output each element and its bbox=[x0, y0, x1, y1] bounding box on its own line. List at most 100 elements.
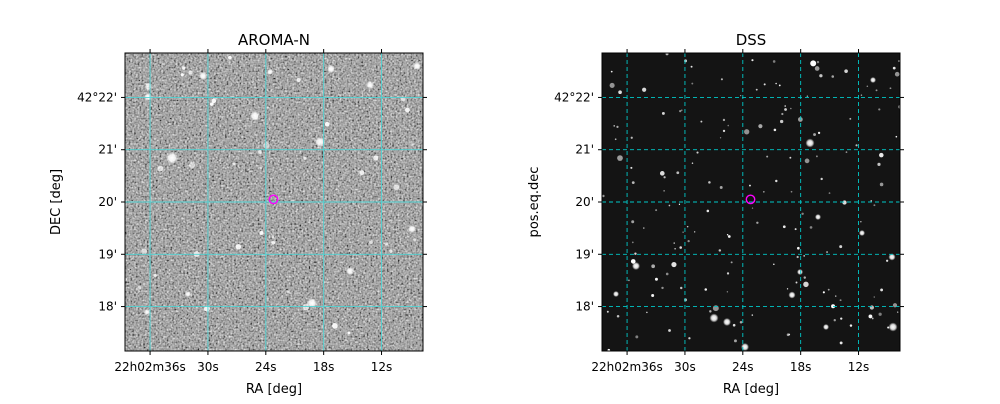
star bbox=[643, 227, 645, 229]
star bbox=[668, 329, 671, 332]
source-blob bbox=[366, 81, 374, 89]
source-blob bbox=[384, 241, 389, 246]
y-tick-label: 18' bbox=[575, 300, 594, 314]
star bbox=[873, 296, 875, 298]
star bbox=[840, 317, 843, 320]
star bbox=[772, 60, 776, 63]
star bbox=[628, 279, 630, 282]
star bbox=[849, 117, 852, 120]
star bbox=[784, 105, 786, 107]
star bbox=[870, 200, 872, 202]
star bbox=[617, 155, 623, 161]
star bbox=[602, 194, 605, 198]
source-blob bbox=[332, 323, 338, 329]
y-axis-label: pos.eq.dec bbox=[527, 167, 542, 238]
y-tick-label: 20' bbox=[98, 195, 117, 209]
star bbox=[665, 272, 669, 276]
y-tick-label: 21' bbox=[98, 143, 117, 157]
source-blob bbox=[359, 170, 365, 176]
star bbox=[756, 221, 759, 224]
star bbox=[786, 288, 789, 290]
source-blob bbox=[258, 150, 262, 154]
star bbox=[827, 288, 830, 291]
star bbox=[803, 276, 806, 279]
star bbox=[732, 323, 736, 327]
star bbox=[795, 281, 798, 284]
star bbox=[690, 65, 693, 68]
star bbox=[823, 324, 829, 330]
source-blob bbox=[166, 152, 178, 164]
star bbox=[706, 209, 710, 213]
source-blob bbox=[199, 72, 207, 80]
source-blob bbox=[307, 298, 317, 308]
star bbox=[797, 246, 800, 250]
star bbox=[828, 192, 831, 194]
source-blob bbox=[180, 73, 184, 77]
y-tick-label: 19' bbox=[575, 247, 594, 261]
star bbox=[751, 314, 754, 316]
star bbox=[788, 291, 796, 299]
star bbox=[778, 84, 781, 87]
x-tick-label: 12s bbox=[848, 360, 870, 374]
source-blob bbox=[346, 267, 354, 275]
star bbox=[668, 204, 671, 207]
x-axis-label: RA [deg] bbox=[246, 382, 302, 397]
x-tick-label: 12s bbox=[371, 360, 393, 374]
star bbox=[679, 110, 682, 113]
star bbox=[779, 119, 784, 124]
star bbox=[815, 214, 821, 220]
star bbox=[606, 310, 609, 313]
source-blob bbox=[263, 142, 270, 149]
x-tick-label: 24s bbox=[255, 360, 277, 374]
star bbox=[871, 317, 874, 320]
source-blob bbox=[188, 70, 193, 75]
star bbox=[607, 348, 611, 351]
star bbox=[820, 177, 823, 181]
star bbox=[887, 326, 890, 329]
target-marker bbox=[745, 194, 756, 205]
source-blob bbox=[259, 166, 263, 170]
star bbox=[831, 75, 835, 78]
star bbox=[744, 129, 750, 135]
chart-title-aroma-n: AROMA-N bbox=[238, 31, 310, 49]
star bbox=[803, 255, 805, 257]
source-blob bbox=[157, 165, 164, 172]
star bbox=[809, 226, 813, 229]
bright-sources bbox=[125, 55, 421, 335]
y-tick-label: 19' bbox=[98, 247, 117, 261]
source-blob bbox=[413, 238, 417, 242]
star bbox=[646, 311, 648, 314]
source-blob bbox=[188, 162, 196, 169]
star bbox=[659, 171, 665, 176]
star bbox=[740, 95, 742, 97]
source-blob bbox=[209, 102, 214, 106]
star bbox=[616, 125, 619, 128]
star bbox=[880, 288, 883, 292]
star bbox=[651, 264, 655, 269]
x-axis-label: RA [deg] bbox=[723, 382, 779, 397]
star bbox=[860, 221, 862, 223]
star bbox=[691, 82, 694, 85]
source-blob bbox=[141, 248, 148, 255]
star bbox=[839, 341, 843, 345]
dss-panel: DSS 22h02m36s 30s 24s 18s 12s 42°22' 21' 20' 19'… bbox=[527, 31, 904, 397]
star bbox=[722, 118, 726, 122]
star bbox=[849, 324, 853, 327]
x-tick-label: 18s bbox=[313, 360, 335, 374]
star bbox=[758, 124, 763, 129]
star bbox=[789, 156, 792, 159]
star bbox=[680, 109, 683, 111]
star bbox=[616, 314, 620, 318]
star bbox=[875, 89, 878, 92]
star bbox=[674, 247, 676, 250]
axis-ticks: 22h02m36s 30s 24s 18s 12s 42°22' 21' 20' 19' 18' bbox=[554, 49, 904, 374]
aroma-n-panel: AROMA-N 22h02m36s 30s 24s 18s 12s 42°22' 21' 20… bbox=[49, 31, 427, 397]
star bbox=[790, 190, 793, 193]
source-blob bbox=[413, 62, 421, 70]
star bbox=[654, 277, 658, 281]
star bbox=[676, 171, 680, 175]
star bbox=[878, 312, 882, 316]
axis-ticks: 22h02m36s 30s 24s 18s 12s 42°22' 21' 20' 19' 18' bbox=[77, 49, 427, 374]
x-tick-label: 18s bbox=[790, 360, 812, 374]
